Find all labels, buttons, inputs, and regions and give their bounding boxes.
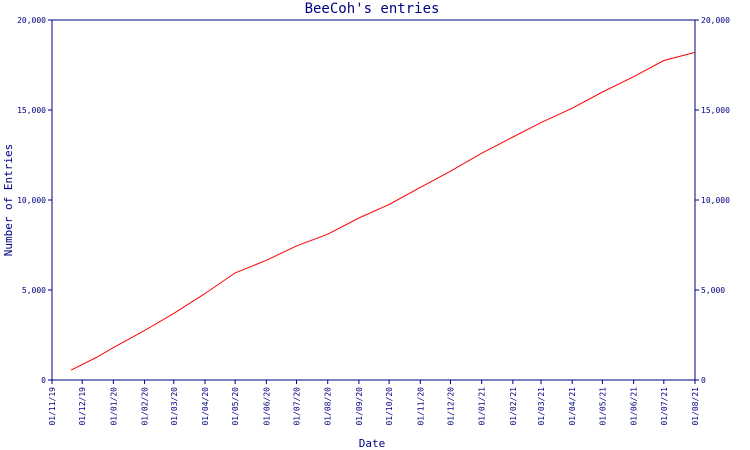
x-ticks: 01/11/19 01/12/19 01/01/20 01/02/20 01/03/20… [48,380,700,426]
y-tick-label-left: 20,000 [17,16,46,25]
y-tick-label-left: 0 [41,376,46,385]
x-tick-label: 01/04/21 [568,387,577,426]
x-tick-label: 01/03/21 [537,387,546,426]
x-tick-label: 01/02/21 [509,387,518,426]
x-tick-label: 01/07/21 [660,387,669,426]
y-tick-label-right: 0 [701,376,706,385]
x-tick-label: 01/01/21 [478,387,487,426]
x-tick-label: 01/09/20 [355,387,364,426]
chart-title: BeeCoh's entries [305,1,440,17]
x-tick-label: 01/11/19 [48,387,57,426]
y-ticks-left: 0 5,000 10,000 15,000 20,000 [17,16,52,385]
y-tick-label-left: 15,000 [17,106,46,115]
y-axis-label: Number of Entries [2,144,15,257]
series-line [70,51,696,371]
y-tick-label-left: 5,000 [22,286,46,295]
x-axis-label: Date [359,437,386,450]
x-tick-label: 01/05/20 [231,387,240,426]
x-tick-label: 01/10/20 [385,387,394,426]
x-tick-label: 01/07/20 [293,387,302,426]
x-tick-label: 01/01/20 [109,387,118,426]
y-tick-label-right: 15,000 [701,106,730,115]
y-tick-label-left: 10,000 [17,196,46,205]
x-tick-label: 01/05/21 [598,387,607,426]
x-tick-label: 01/11/20 [416,387,425,426]
x-tick-label: 01/06/21 [630,387,639,426]
y-tick-label-right: 5,000 [701,286,725,295]
x-tick-label: 01/12/20 [446,387,455,426]
x-tick-label: 01/08/20 [324,387,333,426]
x-tick-label: 01/02/20 [141,387,150,426]
y-tick-label-right: 20,000 [701,16,730,25]
plot-frame [51,19,696,381]
y-tick-label-right: 10,000 [701,196,730,205]
x-tick-label: 01/04/20 [201,387,210,426]
x-tick-label: 01/12/19 [78,387,87,426]
x-tick-label: 01/06/20 [262,387,271,426]
x-tick-label: 01/03/20 [170,387,179,426]
series-layer [70,51,696,371]
x-tick-label: 01/08/21 [691,387,700,426]
y-ticks-right: 0 5,000 10,000 15,000 20,000 [695,16,730,385]
